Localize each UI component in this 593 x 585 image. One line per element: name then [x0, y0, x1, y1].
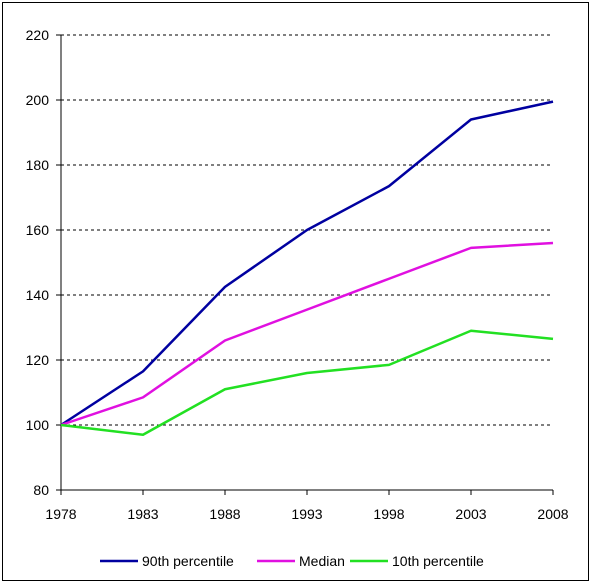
axes	[60, 35, 553, 491]
series-line	[60, 241, 554, 427]
legend-label: Median	[299, 553, 345, 569]
legend-label: 90th percentile	[142, 553, 234, 569]
y-tick-label: 100	[26, 417, 50, 433]
x-tick-label: 1988	[209, 506, 240, 522]
x-tick-label: 1983	[127, 506, 158, 522]
series-line	[60, 329, 554, 436]
y-tick-label: 160	[26, 222, 50, 238]
x-tick-label: 2008	[537, 506, 568, 522]
x-tick-label: 1978	[45, 506, 76, 522]
series-lines	[60, 100, 554, 436]
legend-label: 10th percentile	[392, 553, 484, 569]
x-tick-label: 1993	[291, 506, 322, 522]
y-axis-ticks: 80 100 120 140 160 180 200 220	[26, 27, 61, 498]
chart-frame	[2, 2, 589, 581]
y-tick-label: 120	[26, 352, 50, 368]
legend: 90th percentile Median 10th percentile	[100, 553, 484, 569]
series-line	[60, 100, 554, 427]
y-tick-label: 180	[26, 157, 50, 173]
y-tick-label: 140	[26, 287, 50, 303]
x-tick-label: 2003	[455, 506, 486, 522]
x-tick-label: 1998	[373, 506, 404, 522]
y-tick-label: 200	[26, 92, 50, 108]
y-tick-label: 80	[33, 482, 49, 498]
x-axis-ticks: 1978 1983 1988 1993 1998 2003 2008	[45, 490, 569, 522]
y-tick-label: 220	[26, 27, 50, 43]
